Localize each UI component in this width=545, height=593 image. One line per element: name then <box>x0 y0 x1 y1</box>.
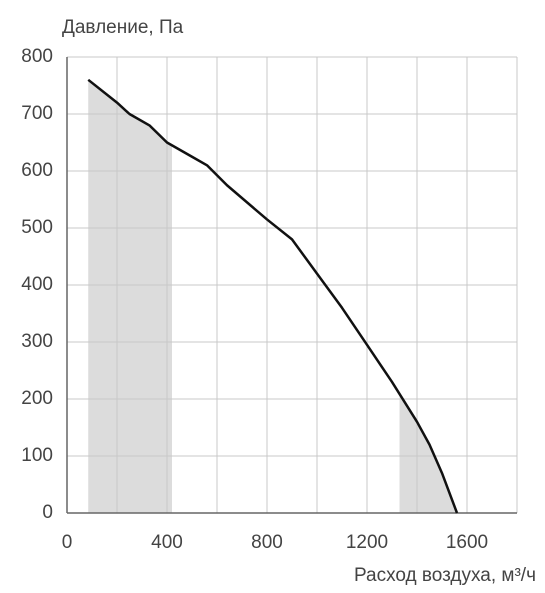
y-tick-label: 500 <box>21 217 53 238</box>
y-tick-label: 0 <box>42 502 53 523</box>
x-axis-label: Расход воздуха, м³/ч <box>354 565 536 586</box>
y-axis-label: Давление, Па <box>62 17 184 38</box>
y-tick-label: 100 <box>21 445 53 466</box>
x-tick-label: 1200 <box>346 532 388 553</box>
shaded-range <box>399 393 457 513</box>
x-tick-label: 800 <box>251 532 283 553</box>
curve <box>87 78 459 514</box>
x-tick-label: 1600 <box>446 532 488 553</box>
y-tick-label: 200 <box>21 388 53 409</box>
y-tick-label: 300 <box>21 331 53 352</box>
x-tick-label: 400 <box>151 532 183 553</box>
shaded-range <box>88 79 172 513</box>
y-tick-label: 800 <box>21 46 53 67</box>
y-tick-label: 700 <box>21 103 53 124</box>
x-tick-label: 0 <box>62 532 73 553</box>
y-tick-label: 400 <box>21 274 53 295</box>
y-tick-label: 600 <box>21 160 53 181</box>
